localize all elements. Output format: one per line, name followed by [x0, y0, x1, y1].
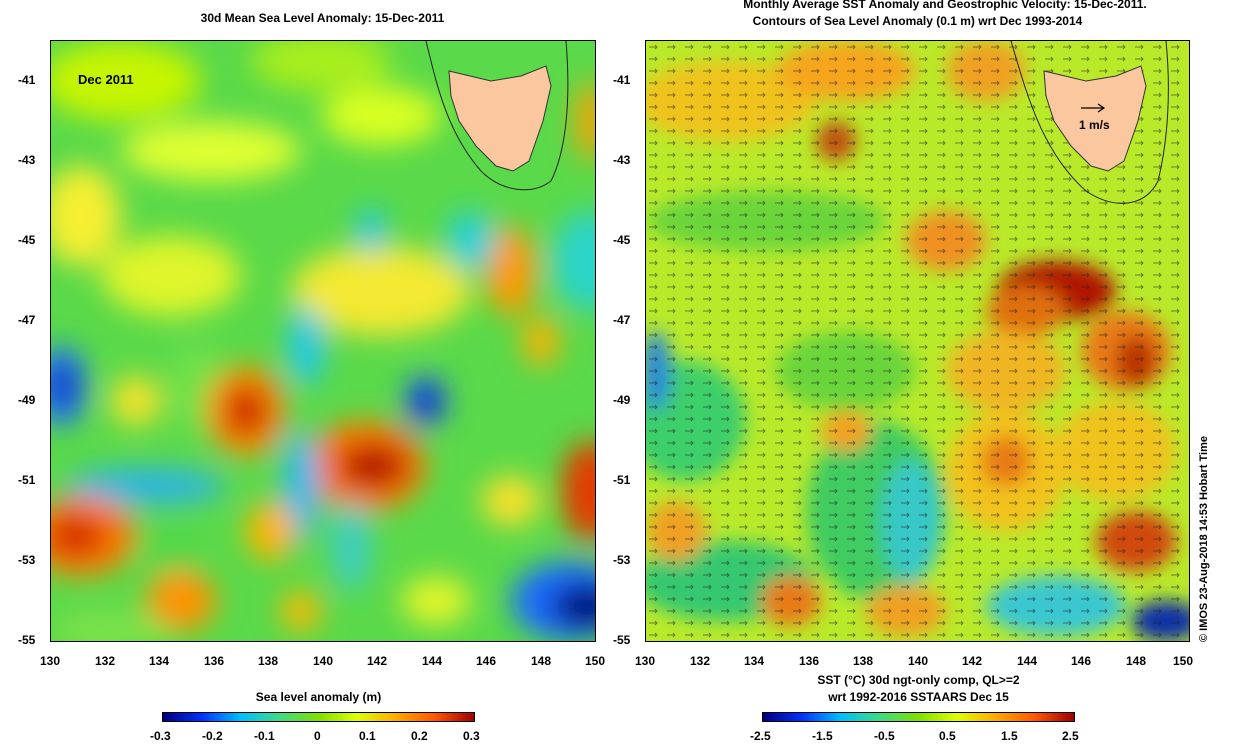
lat-label: -55: [613, 633, 631, 647]
lon-label: 144: [422, 654, 443, 668]
lat-label: -51: [18, 473, 36, 487]
lon-label: 132: [690, 654, 711, 668]
lat-label: -45: [18, 233, 36, 247]
sst-colorbar: [762, 712, 1075, 722]
lon-label: 146: [1071, 654, 1092, 668]
tasmania-landmass: [1043, 65, 1147, 172]
lon-label: 140: [313, 654, 334, 668]
lat-label: -53: [18, 553, 36, 567]
lon-label: 134: [149, 654, 170, 668]
right-colorbar-title-line1: SST (°C) 30d ngt-only comp, QL>=2: [817, 673, 1020, 687]
left-panel-title: 30d Mean Sea Level Anomaly: 15-Dec-2011: [200, 11, 445, 25]
right-colorbar-title-line2: wrt 1992-2016 SSTAARS Dec 15: [828, 690, 1009, 704]
lon-label: 130: [40, 654, 61, 668]
tasmania-landmass: [448, 65, 552, 172]
lat-label: -51: [613, 473, 631, 487]
lon-label: 138: [853, 654, 874, 668]
colorbar-tick: -2.5: [750, 729, 771, 743]
sea-level-anomaly-map: Dec 2011: [50, 40, 596, 642]
colorbar-tick: -0.3: [150, 729, 171, 743]
lon-label: 148: [1126, 654, 1147, 668]
lat-label: -55: [18, 633, 36, 647]
lon-label: 134: [744, 654, 765, 668]
colorbar-tick: 0.1: [359, 729, 376, 743]
velocity-scale-arrow: [1081, 103, 1106, 113]
velocity-scale-label: 1 m/s: [1079, 118, 1110, 132]
lon-label: 142: [367, 654, 388, 668]
lon-label: 150: [585, 654, 606, 668]
sla-field: [51, 41, 595, 641]
colorbar-tick: 1.5: [1001, 729, 1018, 743]
lon-label: 142: [962, 654, 983, 668]
sst-anomaly-map: 1 m/s: [645, 40, 1190, 642]
right-panel-title-line1: Monthly Average SST Anomaly and Geostrop…: [743, 0, 1147, 11]
imos-credit: © IMOS 23-Aug-2018 14:53 Hobart Time: [1198, 436, 1210, 642]
lat-label: -41: [613, 73, 631, 87]
colorbar-tick: -0.1: [254, 729, 275, 743]
colorbar-tick: 0: [314, 729, 321, 743]
shelf-contour: [1010, 41, 1169, 204]
lat-label: -41: [18, 73, 36, 87]
lon-label: 136: [799, 654, 820, 668]
lon-label: 130: [635, 654, 656, 668]
lon-label: 138: [258, 654, 279, 668]
lat-label: -43: [613, 153, 631, 167]
sea-level-colorbar: [162, 712, 475, 722]
lat-label: -47: [613, 313, 631, 327]
colorbar-tick: -1.5: [812, 729, 833, 743]
colorbar-tick: 2.5: [1062, 729, 1079, 743]
month-label: Dec 2011: [78, 72, 134, 87]
colorbar-tick: 0.5: [939, 729, 956, 743]
colorbar-tick: 0.3: [463, 729, 480, 743]
shelf-contour: [425, 41, 569, 191]
lon-label: 136: [204, 654, 225, 668]
sst-field: [646, 41, 1189, 641]
lat-label: -43: [18, 153, 36, 167]
right-panel-title-line2: Contours of Sea Level Anomaly (0.1 m) wr…: [752, 14, 1083, 28]
lon-label: 144: [1017, 654, 1038, 668]
lat-label: -47: [18, 313, 36, 327]
lon-label: 146: [476, 654, 497, 668]
lat-label: -45: [613, 233, 631, 247]
lon-label: 140: [908, 654, 929, 668]
lon-label: 132: [95, 654, 116, 668]
colorbar-tick: -0.2: [202, 729, 223, 743]
lat-label: -53: [613, 553, 631, 567]
lon-label: 148: [531, 654, 552, 668]
left-colorbar-title: Sea level anomaly (m): [255, 690, 382, 704]
lon-label: 150: [1173, 654, 1194, 668]
lat-label: -49: [613, 393, 631, 407]
colorbar-tick: -0.5: [874, 729, 895, 743]
lat-label: -49: [18, 393, 36, 407]
colorbar-tick: 0.2: [411, 729, 428, 743]
